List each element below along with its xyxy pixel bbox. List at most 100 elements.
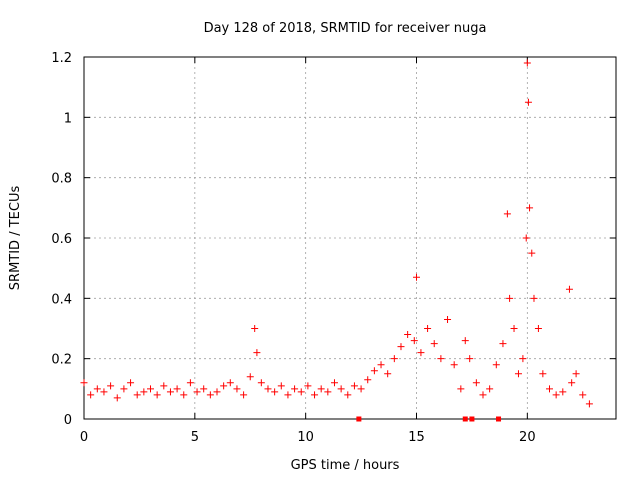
- data-point: [424, 325, 432, 332]
- data-point: [127, 379, 135, 387]
- data-point: [565, 285, 573, 293]
- data-point: [80, 379, 88, 387]
- data-point: [585, 400, 593, 408]
- x-axis-label: GPS time / hours: [291, 458, 400, 473]
- data-point: [350, 382, 358, 390]
- data-point: [284, 391, 292, 399]
- data-point: [153, 391, 161, 399]
- x-tick-label: 15: [408, 430, 425, 445]
- x-tick-label: 20: [519, 430, 536, 445]
- data-point: [510, 325, 518, 332]
- data-point: [492, 361, 500, 369]
- y-tick-label: 0.2: [51, 353, 72, 368]
- y-tick-label: 0: [64, 413, 72, 428]
- data-point: [413, 273, 420, 281]
- data-point: [534, 325, 542, 332]
- data-point: [357, 385, 365, 393]
- data-point-zero: [356, 416, 362, 422]
- y-axis-label: SRMTID / TECUs: [8, 186, 23, 291]
- data-point: [324, 388, 332, 396]
- data-point: [297, 388, 305, 396]
- data-point: [291, 385, 299, 393]
- data-point: [264, 385, 272, 393]
- y-tick-label: 1: [64, 111, 72, 126]
- data-point: [486, 385, 494, 393]
- x-tick-label: 5: [191, 430, 199, 445]
- data-point: [200, 385, 208, 393]
- data-point: [437, 355, 445, 363]
- data-point: [140, 388, 148, 396]
- data-point: [93, 385, 101, 393]
- data-point: [251, 325, 259, 332]
- data-point-zero: [462, 416, 468, 422]
- data-point: [546, 385, 553, 393]
- data-point-zero: [469, 416, 475, 422]
- data-point: [277, 382, 285, 390]
- data-point: [503, 210, 511, 218]
- data-point: [530, 294, 538, 302]
- data-point: [526, 204, 534, 212]
- data-point: [539, 370, 547, 378]
- data-point: [519, 355, 527, 363]
- data-point: [524, 98, 532, 106]
- data-point: [253, 349, 261, 357]
- data-point: [404, 331, 412, 339]
- data-point: [133, 391, 141, 399]
- data-point: [344, 391, 352, 399]
- data-point-zero: [496, 416, 502, 422]
- data-point: [444, 315, 452, 323]
- data-point: [180, 391, 188, 399]
- data-point: [213, 388, 221, 396]
- data-point: [377, 361, 385, 369]
- data-point: [552, 391, 560, 399]
- data-point: [364, 376, 372, 384]
- data-point: [186, 379, 194, 387]
- data-point: [226, 379, 234, 387]
- data-point: [430, 340, 438, 348]
- x-tick-label: 10: [297, 430, 314, 445]
- y-tick-label: 1.2: [51, 51, 72, 66]
- data-point: [417, 349, 425, 357]
- data-point: [337, 385, 345, 393]
- data-point: [330, 379, 338, 387]
- data-point: [450, 361, 458, 369]
- data-point: [479, 391, 487, 399]
- data-point: [390, 355, 398, 363]
- data-point: [220, 382, 228, 390]
- data-point: [472, 379, 480, 387]
- y-tick-label: 0.4: [51, 292, 72, 307]
- data-point: [514, 370, 522, 378]
- data-point: [311, 391, 319, 399]
- data-point: [384, 370, 392, 378]
- data-point: [568, 379, 576, 387]
- x-tick-label: 0: [80, 430, 88, 445]
- data-point: [457, 385, 465, 393]
- data-point: [206, 391, 214, 399]
- data-point: [572, 370, 580, 378]
- data-point: [528, 249, 536, 257]
- data-point: [147, 385, 154, 393]
- data-point: [100, 388, 108, 396]
- data-point: [317, 385, 325, 393]
- grid-lines: [84, 57, 616, 419]
- data-point: [397, 343, 405, 351]
- data-point: [523, 59, 531, 67]
- data-point: [120, 385, 128, 393]
- data-point: [499, 340, 507, 348]
- y-tick-label: 0.8: [51, 172, 72, 187]
- y-tick-label: 0.6: [51, 232, 72, 247]
- data-point: [257, 379, 265, 387]
- data-point: [559, 388, 567, 396]
- data-point: [304, 382, 312, 390]
- data-point: [166, 388, 174, 396]
- data-point: [466, 355, 474, 363]
- data-point: [410, 337, 418, 345]
- data-point: [370, 367, 378, 375]
- y-tick-labels: 0 0.2 0.4 0.6 0.8 1 1.2: [51, 51, 72, 428]
- data-point: [160, 382, 168, 390]
- data-point: [107, 382, 115, 390]
- data-point: [113, 394, 121, 402]
- data-point: [173, 385, 181, 393]
- data-point: [579, 391, 587, 399]
